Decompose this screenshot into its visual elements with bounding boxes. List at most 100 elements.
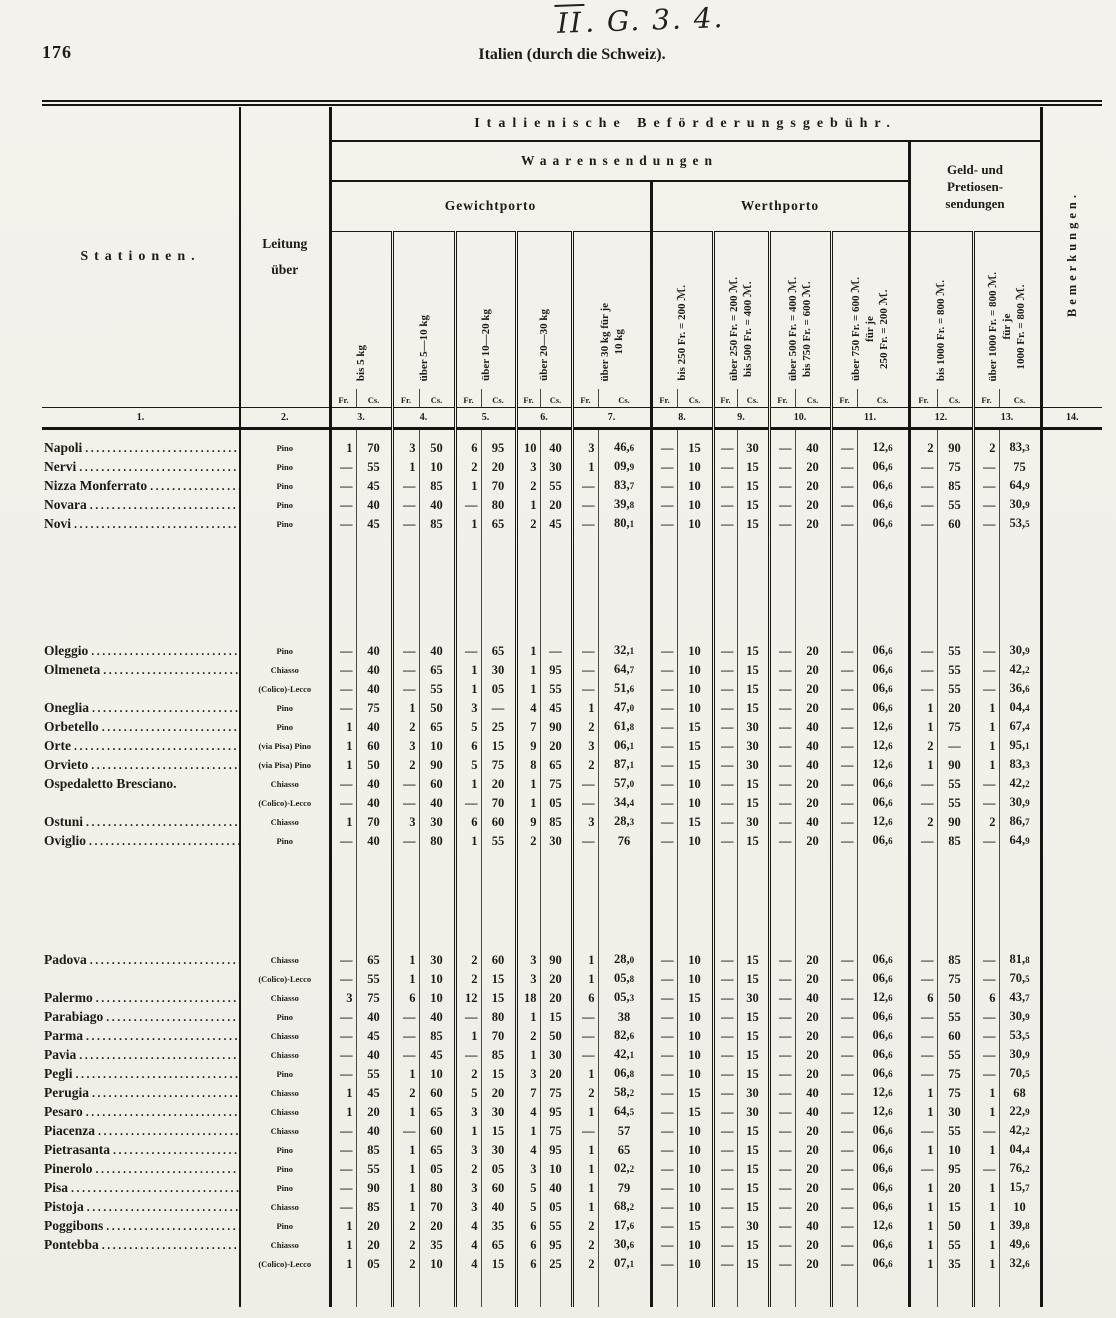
- cs-cell: 15: [736, 476, 769, 495]
- spacer-cell: [1039, 533, 1103, 641]
- fr-cell: —: [453, 793, 481, 812]
- decimal-digit: 7: [1025, 993, 1030, 1003]
- station-flex: Ospedaletto Bresciano.: [44, 775, 239, 793]
- cs-cell: 45: [539, 698, 572, 717]
- spacer-cell: [418, 1273, 455, 1307]
- fr-cell: 1: [907, 717, 937, 736]
- fr-cell: —: [328, 950, 356, 969]
- fr-cell: —: [767, 438, 795, 457]
- cs-cell: 60: [418, 1083, 455, 1102]
- fr-cell: —: [711, 476, 737, 495]
- cs-cell: 22,9: [998, 1102, 1042, 1121]
- fr-cell: 6: [453, 812, 481, 831]
- fr-cell: 5: [453, 755, 481, 774]
- cs-cell: 02,2: [597, 1159, 651, 1178]
- decimal-digit: 6: [888, 760, 893, 770]
- spacer-row: [42, 533, 1103, 641]
- fr-cell: 9: [514, 812, 540, 831]
- cs-cell: 55: [936, 641, 973, 660]
- fr-cell: 2: [971, 438, 999, 457]
- fr-cell: —: [907, 457, 937, 476]
- decimal-digit: 6: [888, 1088, 893, 1098]
- cs-cell: 65: [418, 1102, 455, 1121]
- fr-cell: 1: [390, 1064, 419, 1083]
- cs-cell: 40: [355, 641, 392, 660]
- cs-cell: 58,2: [597, 1083, 651, 1102]
- cs-cell: 10: [676, 774, 713, 793]
- leader-dots: ........................................…: [106, 1009, 239, 1024]
- cs-label: Cs.: [998, 389, 1042, 408]
- spacer-cell: [907, 533, 937, 641]
- col-number: 2.: [239, 407, 330, 430]
- spacer-cell: [355, 1273, 392, 1307]
- cs-cell: 15: [736, 1064, 769, 1083]
- cs-cell: 75: [936, 969, 973, 988]
- cs-cell: 20: [480, 457, 516, 476]
- fr-cell: 3: [453, 1197, 481, 1216]
- spacer-cell: [676, 428, 713, 438]
- cs-cell: 06,6: [856, 950, 909, 969]
- bemerkungen-cell: [1039, 1026, 1103, 1045]
- decimal-digit: 6: [888, 1240, 893, 1250]
- decimal-digit: 6: [888, 1031, 893, 1041]
- geld-line2: Pretiosen-: [946, 178, 1004, 194]
- cs-cell: 12,6: [856, 1083, 909, 1102]
- cs-cell: 20: [794, 457, 831, 476]
- spacer-cell: [453, 850, 481, 950]
- cs-cell: 95: [539, 1140, 572, 1159]
- fr-cell: —: [971, 641, 999, 660]
- cs-cell: 55: [355, 457, 392, 476]
- cs-cell: 30: [736, 755, 769, 774]
- leitung-label-line2: über: [271, 261, 299, 277]
- cs-cell: 15: [736, 641, 769, 660]
- station-flex: Pesaro..................................…: [44, 1103, 239, 1121]
- cs-cell: 38: [597, 1007, 651, 1026]
- spacer-cell: [907, 428, 937, 438]
- cs-cell: 60: [936, 1026, 973, 1045]
- fr-cell: —: [649, 1197, 677, 1216]
- leader-dots: ........................................…: [103, 662, 239, 677]
- spacer-cell: [42, 428, 240, 438]
- station-cell: Pontebba................................…: [42, 1235, 240, 1254]
- fr-cell: 1: [390, 1140, 419, 1159]
- spacer-cell: [480, 533, 516, 641]
- fr-cell: —: [711, 1216, 737, 1235]
- rotated-column-header: bis 250 Fr. = 200 ℳ.: [649, 231, 713, 389]
- fr-cell: —: [328, 641, 356, 660]
- cs-cell: 10: [676, 457, 713, 476]
- cs-cell: 15: [736, 660, 769, 679]
- cs-cell: 15: [736, 969, 769, 988]
- cs-cell: 15: [676, 755, 713, 774]
- station-cell: [42, 969, 240, 988]
- table-row: Pesaro..................................…: [42, 1102, 1103, 1121]
- cs-label: Cs.: [856, 389, 909, 408]
- decimal-digit: 7: [1025, 1183, 1030, 1193]
- bemerkungen-cell: [1039, 1007, 1103, 1026]
- decimal-digit: 6: [888, 836, 893, 846]
- decimal-digit: 6: [888, 1145, 893, 1155]
- cs-cell: 12,6: [856, 1216, 909, 1235]
- fr-cell: —: [711, 698, 737, 717]
- cs-cell: 85: [936, 831, 973, 850]
- cs-cell: 20: [480, 774, 516, 793]
- leader-dots: ........................................…: [91, 757, 239, 772]
- fr-cell: —: [453, 1007, 481, 1026]
- decimal-digit: 6: [888, 703, 893, 713]
- fr-cell: —: [971, 831, 999, 850]
- fr-cell: —: [829, 755, 857, 774]
- station-flex: Ostuni..................................…: [44, 813, 239, 831]
- decimal-digit: 6: [888, 1050, 893, 1060]
- spacer-cell: [829, 428, 857, 438]
- handwritten-annotation: II. G. 3. 4.: [554, 1, 725, 40]
- fr-cell: —: [711, 736, 737, 755]
- fr-cell: —: [767, 1216, 795, 1235]
- spacer-cell: [907, 1273, 937, 1307]
- fr-cell: 3: [514, 1159, 540, 1178]
- fr-cell: —: [829, 1178, 857, 1197]
- decimal-digit: 6: [888, 1069, 893, 1079]
- table-row: Palermo.................................…: [42, 988, 1103, 1007]
- cs-cell: 20: [794, 641, 831, 660]
- cs-cell: 45: [355, 1083, 392, 1102]
- fr-cell: 1: [390, 950, 419, 969]
- fr-cell: 4: [453, 1254, 481, 1273]
